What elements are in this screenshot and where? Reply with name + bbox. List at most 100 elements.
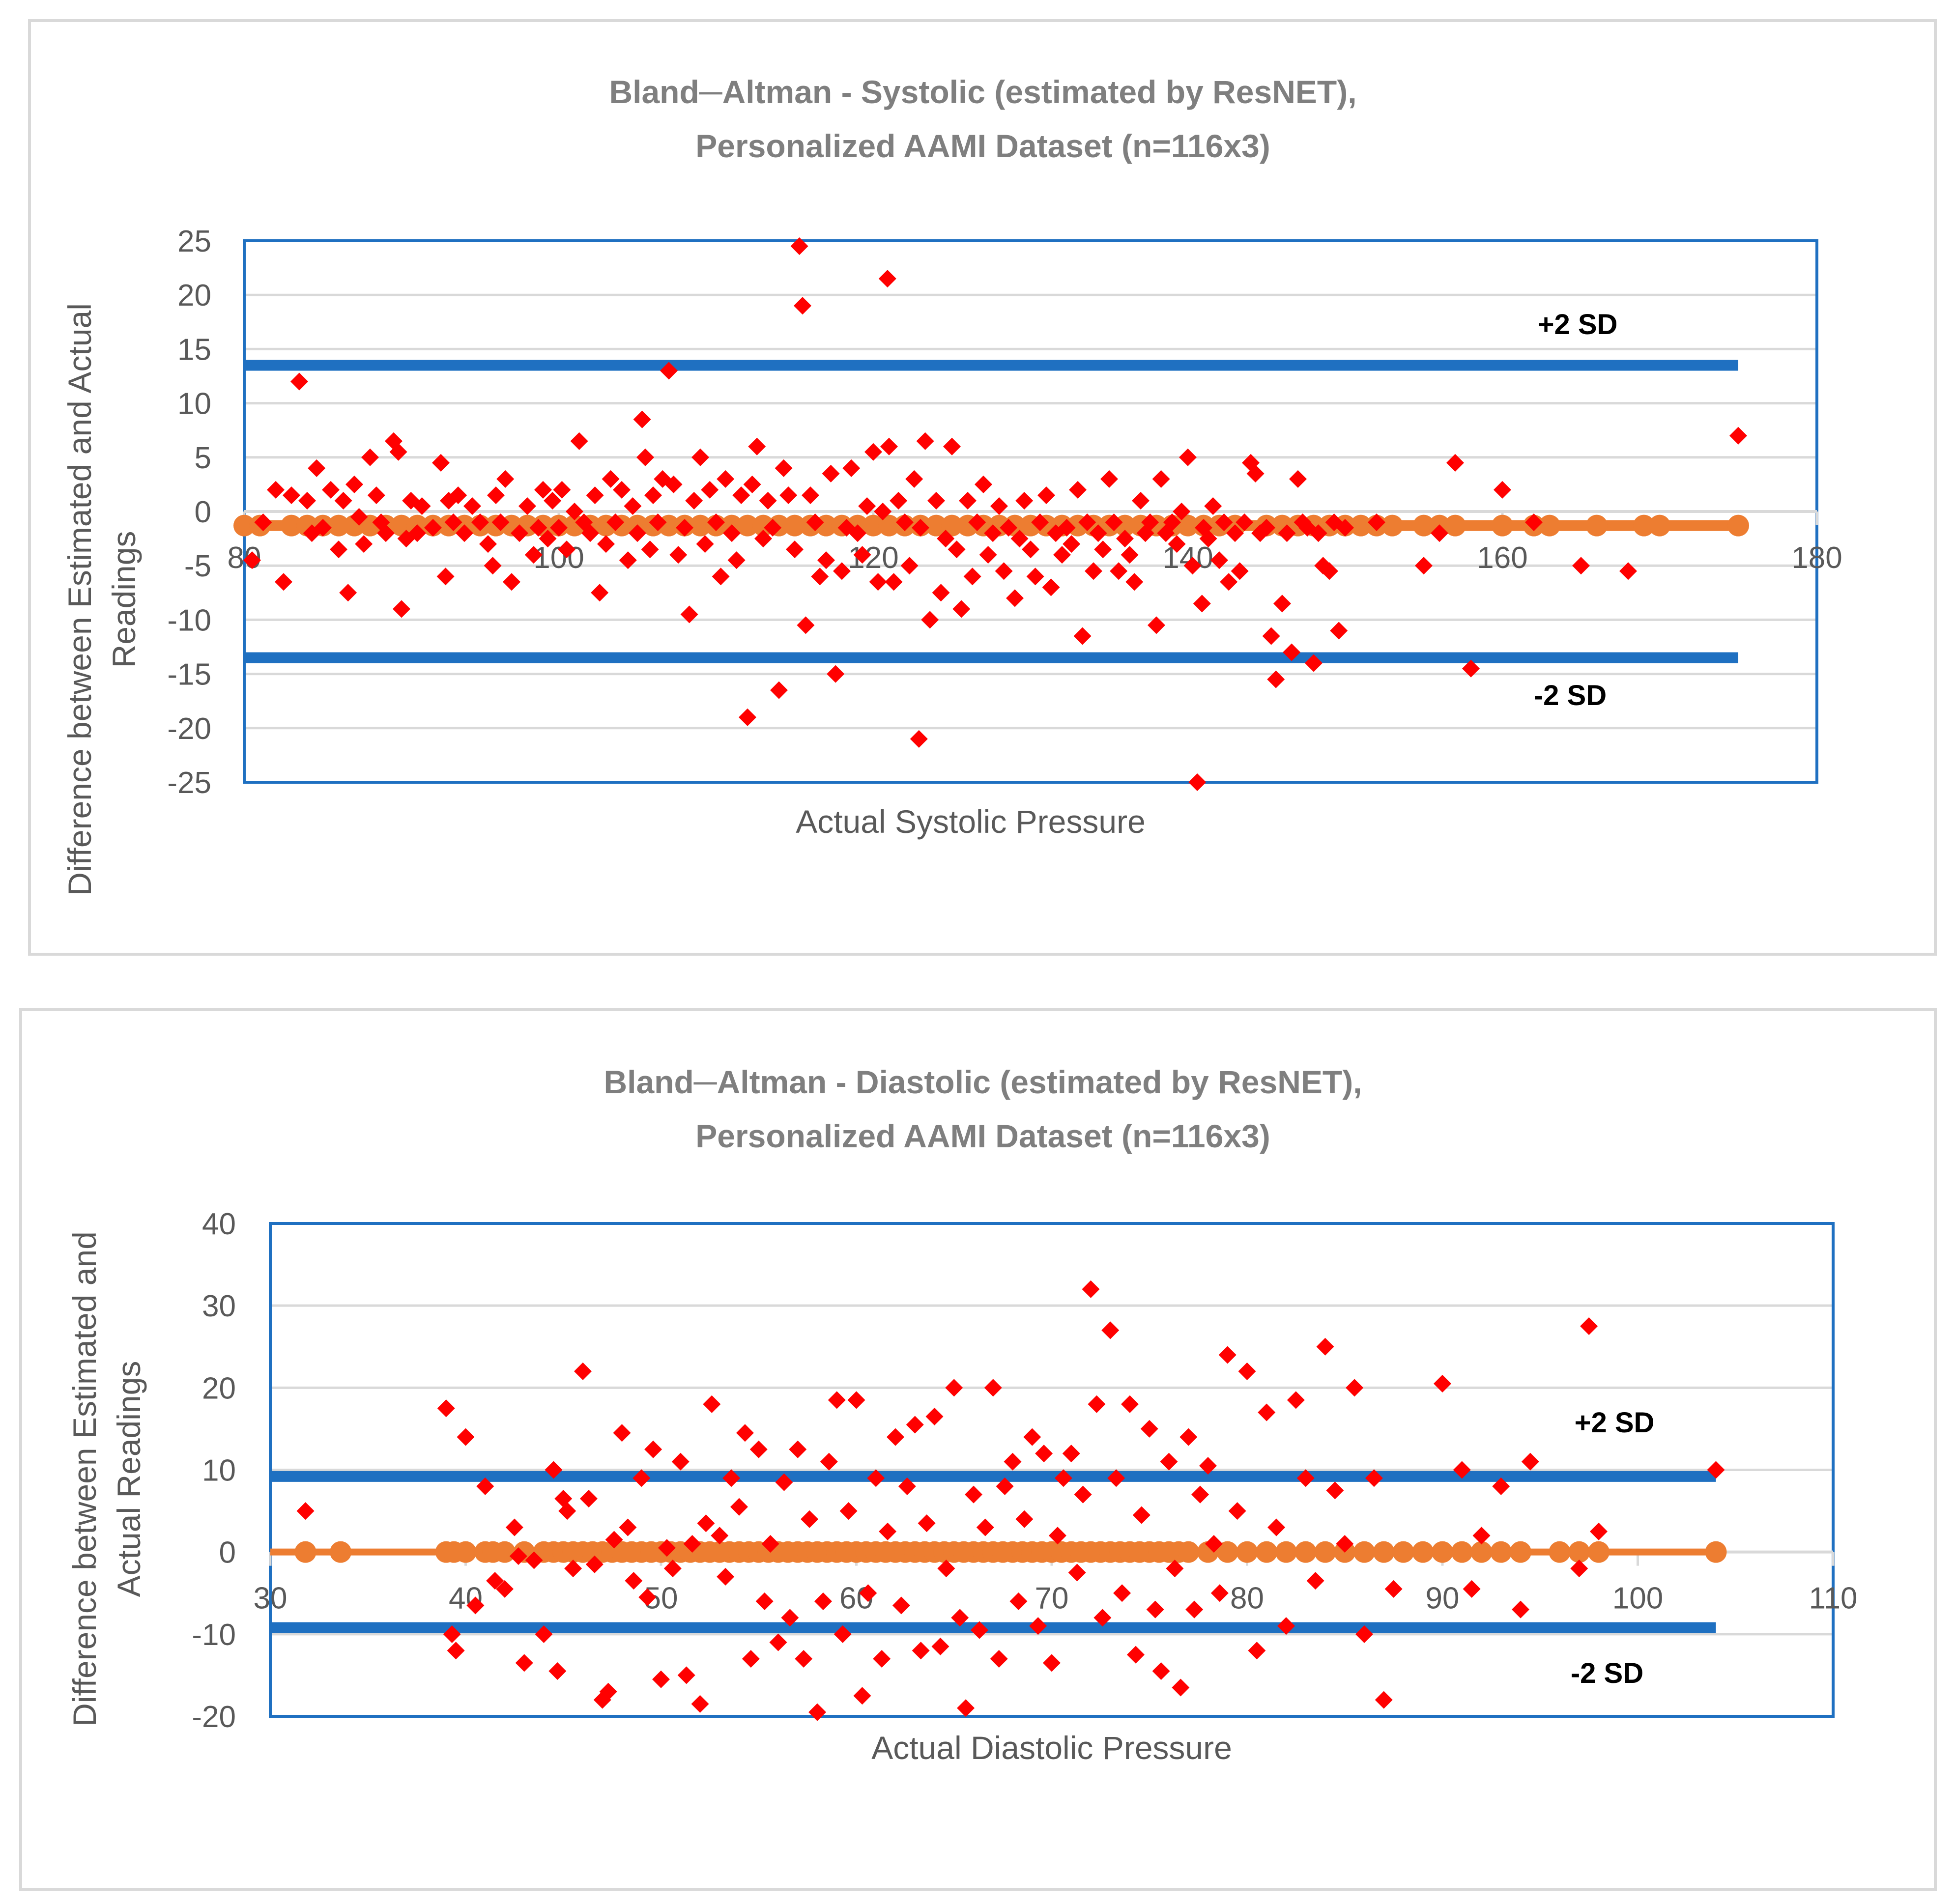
systolic-data-point	[1132, 491, 1150, 510]
diastolic-data-point	[1054, 1469, 1072, 1487]
diastolic-data-point	[1048, 1527, 1066, 1545]
diastolic-data-point	[1146, 1600, 1164, 1619]
systolic-data-point	[1368, 513, 1385, 532]
diastolic-y-tick-label: 0	[219, 1536, 236, 1570]
diastolic-data-point	[683, 1535, 701, 1553]
systolic-data-point	[597, 535, 615, 553]
systolic-data-point	[1462, 659, 1480, 678]
diastolic-data-point	[789, 1440, 807, 1458]
systolic-data-point	[1010, 530, 1029, 548]
systolic-data-point	[921, 611, 939, 629]
diastolic-mean-marker	[1275, 1541, 1297, 1563]
systolic-data-point	[649, 513, 667, 532]
systolic-y-tick-label: -5	[184, 549, 211, 583]
systolic-data-point	[1179, 448, 1197, 466]
diastolic-data-point	[931, 1637, 949, 1655]
systolic-data-point	[1078, 513, 1096, 532]
systolic-data-point	[529, 519, 547, 537]
diastolic-data-point	[1082, 1280, 1100, 1298]
systolic-data-point	[1022, 540, 1039, 559]
systolic-data-point	[361, 448, 379, 466]
systolic-data-point	[900, 557, 919, 575]
systolic-data-point	[267, 481, 285, 499]
diastolic-data-point	[1029, 1617, 1047, 1635]
diastolic-data-point	[1126, 1646, 1145, 1664]
diastolic-chart: Bland─Altman - Diastolic (estimated by R…	[19, 1008, 1937, 1891]
diastolic-data-point	[1375, 1691, 1393, 1709]
systolic-data-point	[794, 297, 811, 315]
diastolic-data-point	[505, 1518, 523, 1536]
systolic-data-point	[484, 557, 502, 575]
systolic-data-point	[723, 524, 741, 542]
systolic-y-tick-labels: 25 20 15 10 5 0 -5 -10 -15 -20 -25	[167, 225, 211, 800]
systolic-mean-marker	[1444, 514, 1466, 537]
systolic-data-point	[1572, 557, 1590, 575]
diastolic-mean-marker	[1451, 1541, 1473, 1563]
systolic-data-point	[878, 270, 896, 288]
diastolic-data-point	[808, 1703, 826, 1721]
systolic-data-point	[496, 470, 515, 488]
diastolic-data-point	[853, 1687, 871, 1705]
systolic-y-tick-label: 0	[195, 495, 211, 529]
systolic-data-point	[1085, 562, 1102, 580]
systolic-data-point	[553, 481, 571, 499]
diastolic-data-point	[1088, 1395, 1106, 1413]
diastolic-data-point	[1185, 1600, 1204, 1619]
systolic-mean-marker	[1413, 514, 1435, 537]
systolic-data-point	[602, 470, 620, 488]
diastolic-data-point	[697, 1514, 715, 1533]
systolic-y-tick-label: 5	[195, 441, 211, 475]
diastolic-x-tick-label: 30	[254, 1582, 288, 1616]
diastolic-data-point	[1346, 1379, 1364, 1397]
systolic-data-point	[1321, 562, 1338, 580]
systolic-data-point	[479, 535, 497, 553]
diastolic-data-point	[1277, 1617, 1295, 1635]
systolic-y-axis-label-line1: Difference between Estimated and Actual	[61, 303, 98, 896]
systolic-data-point	[1204, 497, 1222, 515]
systolic-data-point	[1231, 562, 1249, 580]
systolic-data-point	[290, 372, 308, 391]
systolic-data-point	[408, 524, 426, 542]
systolic-mean-marker	[328, 514, 349, 537]
diastolic-data-point	[509, 1547, 527, 1565]
diastolic-mean-marker	[1432, 1541, 1453, 1563]
diastolic-y-axis-label-line2: Actual Readings	[111, 1361, 147, 1597]
systolic-data-point	[959, 491, 977, 510]
systolic-data-point	[1305, 654, 1322, 672]
systolic-data-point	[896, 513, 914, 532]
systolic-data-point	[283, 486, 300, 504]
systolic-data-point	[952, 600, 971, 618]
systolic-data-point	[806, 513, 824, 532]
diastolic-mean-marker	[1705, 1541, 1727, 1563]
diastolic-data-point	[1707, 1461, 1725, 1479]
systolic-mean-marker	[1633, 514, 1655, 537]
diastolic-data-point	[1101, 1321, 1120, 1339]
diastolic-data-point	[1336, 1535, 1354, 1553]
diastolic-data-point	[625, 1572, 643, 1590]
diastolic-data-point	[1113, 1584, 1131, 1602]
diastolic-lower-sd-label: -2 SD	[1571, 1657, 1643, 1689]
systolic-data-point	[890, 491, 908, 510]
systolic-data-point	[739, 708, 756, 726]
diastolic-data-point	[1062, 1445, 1080, 1463]
diastolic-data-point	[918, 1514, 936, 1533]
diastolic-mean-marker	[1470, 1541, 1493, 1563]
systolic-data-point	[676, 519, 693, 537]
systolic-data-point	[869, 573, 887, 591]
systolic-data-point	[558, 540, 575, 559]
systolic-data-point	[636, 448, 654, 466]
diastolic-data-point	[599, 1682, 617, 1701]
diastolic-data-point	[638, 1588, 657, 1606]
diastolic-data-point	[820, 1452, 838, 1471]
systolic-data-point	[979, 546, 997, 564]
diastolic-data-point	[1267, 1518, 1286, 1536]
systolic-data-point	[968, 513, 986, 532]
systolic-data-point	[449, 486, 467, 504]
diastolic-data-point	[1166, 1560, 1184, 1578]
systolic-data-point	[669, 546, 688, 564]
diastolic-chart-title-line2: Personalized AAMI Dataset (n=116x3)	[695, 1118, 1270, 1154]
systolic-mean-marker	[1177, 514, 1199, 537]
diastolic-data-point	[1326, 1481, 1344, 1500]
diastolic-data-point	[1152, 1662, 1170, 1680]
systolic-mean-marker	[925, 514, 947, 537]
